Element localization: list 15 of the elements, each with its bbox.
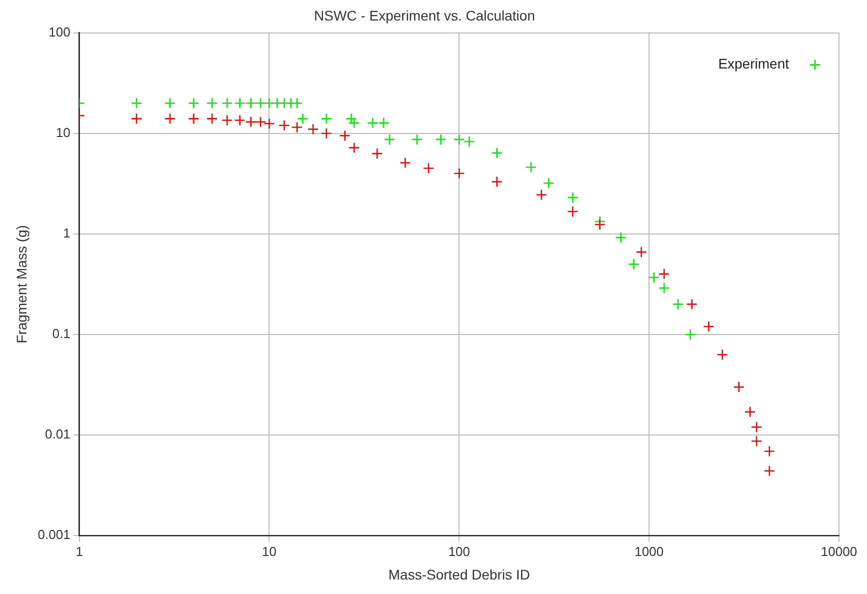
y-tick-label: 100 — [48, 24, 70, 40]
y-tick-label: 0.1 — [52, 326, 70, 342]
y-tick-label: 10 — [56, 124, 70, 140]
y-tick-label: 0.01 — [45, 426, 70, 442]
x-tick-label: 1000 — [634, 544, 664, 559]
y-tick-label: 1 — [63, 226, 70, 240]
x-axis-title: Mass-Sorted Debris ID — [388, 566, 530, 582]
x-tick-label: 1 — [76, 544, 83, 559]
y-tick-label: 0.001 — [38, 527, 70, 542]
legend-label: Experiment — [718, 56, 790, 72]
chart-title: NSWC - Experiment vs. Calculation — [314, 7, 535, 24]
x-tick-label: 100 — [448, 544, 470, 559]
x-tick-label: 10000 — [820, 544, 858, 559]
y-axis-title: Fragment Mass (g) — [13, 225, 30, 344]
x-tick-label: 10 — [262, 544, 276, 559]
